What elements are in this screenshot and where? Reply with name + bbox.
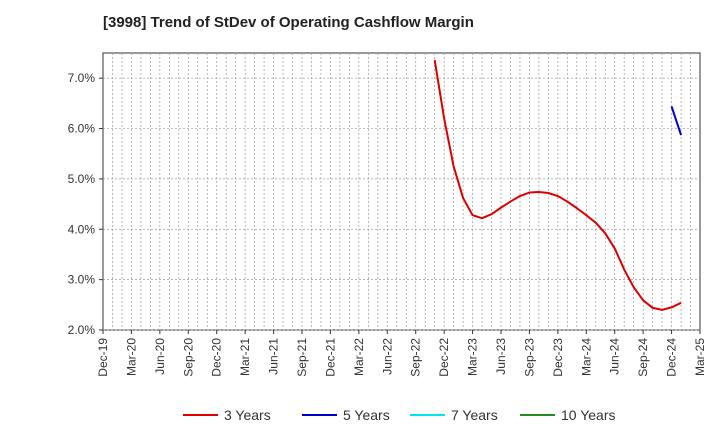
legend-label: 3 Years bbox=[224, 407, 271, 423]
x-tick-label: Mar-24 bbox=[579, 338, 593, 376]
x-tick-label: Mar-25 bbox=[693, 338, 707, 376]
x-tick-label: Dec-22 bbox=[437, 338, 451, 377]
legend-label: 5 Years bbox=[343, 407, 390, 423]
plot-area bbox=[102, 52, 701, 331]
x-tick-label: Jun-21 bbox=[267, 338, 281, 375]
x-tick-label: Mar-21 bbox=[238, 338, 252, 376]
x-tick-label: Jun-23 bbox=[494, 338, 508, 375]
y-tick-label: 3.0% bbox=[68, 273, 96, 287]
y-tick-label: 4.0% bbox=[68, 222, 96, 236]
series-line-5-years bbox=[670, 106, 682, 136]
legend-label: 7 Years bbox=[451, 407, 498, 423]
series-lines bbox=[433, 59, 682, 311]
y-tick-label: 5.0% bbox=[68, 172, 96, 186]
x-tick-label: Dec-24 bbox=[665, 338, 679, 377]
y-tick-label: 6.0% bbox=[68, 122, 96, 136]
x-tick-label: Jun-20 bbox=[153, 338, 167, 375]
plot-frame bbox=[102, 52, 701, 331]
x-tick-label: Sep-23 bbox=[522, 338, 536, 377]
y-axis: 2.0% 3.0% 4.0% 5.0% 6.0% 7.0% bbox=[68, 71, 103, 337]
x-tick-label: Sep-21 bbox=[295, 338, 309, 377]
chart-title: [3998] Trend of StDev of Operating Cashf… bbox=[103, 14, 474, 31]
x-tick-label: Mar-23 bbox=[466, 338, 480, 376]
x-tick-label: Mar-20 bbox=[124, 338, 138, 376]
x-tick-label: Dec-23 bbox=[551, 338, 565, 377]
x-tick-label: Sep-22 bbox=[409, 338, 423, 377]
x-tick-label: Jun-24 bbox=[608, 338, 622, 375]
x-axis: Dec-19 Mar-20 Jun-20 Sep-20 Dec-20 Mar-21 Jun-… bbox=[96, 330, 707, 377]
x-tick-label: Mar-22 bbox=[352, 338, 366, 376]
y-tick-label: 2.0% bbox=[68, 323, 96, 337]
x-tick-label: Sep-20 bbox=[181, 338, 195, 377]
legend-label: 10 Years bbox=[561, 407, 616, 423]
y-tick-label: 7.0% bbox=[68, 71, 96, 85]
x-tick-label: Sep-24 bbox=[636, 338, 650, 377]
series-line-3-years bbox=[433, 59, 682, 311]
x-tick-label: Dec-21 bbox=[323, 338, 337, 377]
legend: 3 Years 5 Years 7 Years 10 Years bbox=[183, 407, 616, 423]
x-tick-label: Jun-22 bbox=[380, 338, 394, 375]
x-tick-label: Dec-20 bbox=[210, 338, 224, 377]
x-tick-label: Dec-19 bbox=[96, 338, 110, 377]
